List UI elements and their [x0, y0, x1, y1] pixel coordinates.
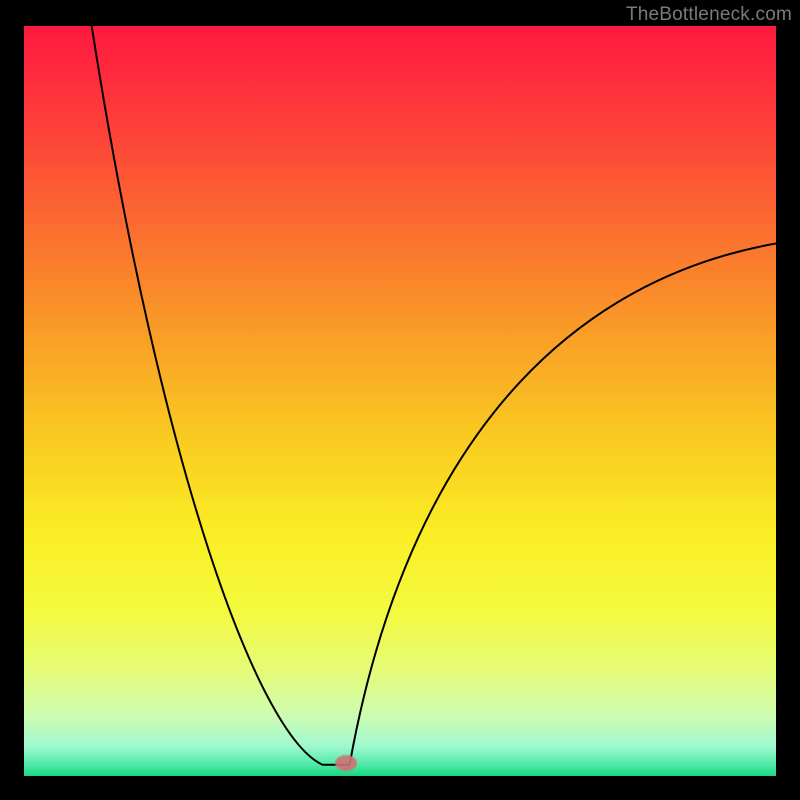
- watermark: TheBottleneck.com: [626, 4, 792, 26]
- optimum-marker: [335, 755, 357, 771]
- chart-container: TheBottleneck.com: [0, 0, 800, 800]
- plot-area: [24, 26, 776, 776]
